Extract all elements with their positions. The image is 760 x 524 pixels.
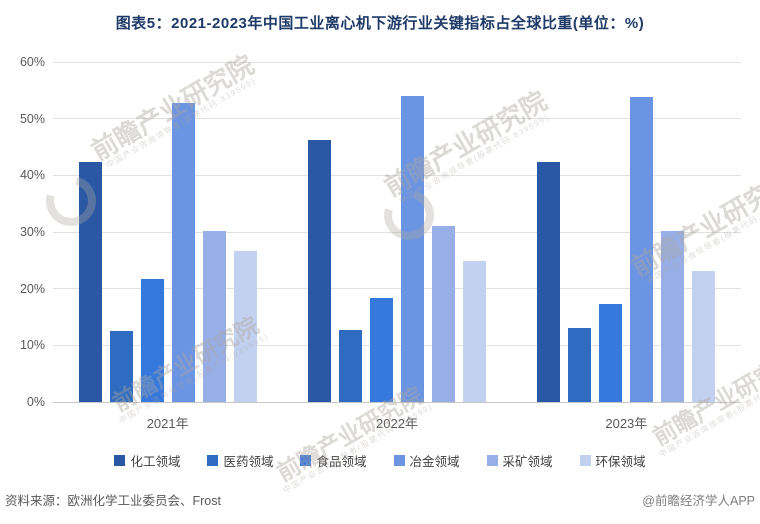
legend-label: 冶金领域 (409, 455, 460, 469)
x-axis-baseline (53, 401, 741, 403)
source-note: 资料来源：欧洲化学工业委员会、Frost (5, 494, 221, 508)
y-axis-tick-label: 40% (19, 168, 45, 183)
gridline (53, 174, 741, 176)
credit-note: @前瞻经济学人APP (642, 494, 755, 508)
legend-label: 采矿领域 (502, 455, 553, 469)
legend-label: 医药领域 (223, 455, 274, 469)
chart-title: 图表5：2021-2023年中国工业离心机下游行业关键指标占全球比重(单位：%) (115, 15, 645, 32)
bar-pharma-2021 (109, 331, 133, 402)
bar-pharma-2023 (568, 328, 592, 402)
x-axis-label: 2023年 (605, 416, 648, 431)
legend-label: 化工领域 (130, 455, 181, 469)
bar-mining-2022 (432, 226, 455, 402)
x-axis-label: 2021年 (146, 416, 189, 431)
y-axis-tick-label: 10% (19, 338, 45, 353)
bar-mining-2023 (661, 230, 685, 402)
gridline (53, 288, 741, 290)
bar-food-2023 (599, 303, 623, 402)
bar-environmental-2023 (692, 271, 716, 402)
legend-label: 环保领域 (595, 455, 646, 469)
legend-label: 食品领域 (316, 455, 367, 469)
x-axis-label: 2022年 (376, 416, 418, 431)
bar-food-2022 (370, 297, 393, 402)
gridline (53, 61, 741, 63)
legend-swatch-icon (393, 455, 405, 466)
bar-metallurgy-2023 (630, 96, 654, 402)
bar-metallurgy-2021 (171, 102, 195, 402)
y-axis-tick-label: 30% (19, 225, 45, 239)
legend-item-mining: 采矿领域 (486, 451, 553, 470)
bar-mining-2021 (202, 231, 226, 402)
y-axis-tick-label: 50% (19, 111, 45, 126)
legend-item-metallurgy: 冶金领域 (393, 451, 460, 470)
y-axis-tick-label: 0% (26, 395, 45, 409)
legend-item-chemical: 化工领域 (114, 451, 180, 470)
legend-swatch-icon (486, 455, 498, 466)
legend-swatch-icon (300, 455, 312, 466)
legend-swatch-icon (579, 455, 591, 466)
legend-item-pharma: 医药领域 (207, 451, 273, 470)
chart-legend: 化工领域 医药领域 食品领域 冶金领域 采矿领域 环保领域 (0, 451, 760, 470)
gridline (53, 344, 741, 346)
legend-item-environmental: 环保领域 (579, 451, 646, 470)
bar-chemical-2022 (308, 139, 331, 402)
legend-swatch-icon (114, 455, 126, 466)
bar-environmental-2021 (233, 251, 257, 402)
y-axis-tick-label: 20% (19, 281, 45, 296)
gridline (53, 231, 741, 233)
bar-chemical-2023 (537, 162, 561, 402)
bar-chemical-2021 (78, 162, 102, 402)
gridline (53, 118, 741, 120)
bar-pharma-2022 (339, 330, 362, 402)
legend-item-food: 食品领域 (300, 451, 367, 470)
bar-food-2021 (140, 279, 164, 402)
bar-environmental-2022 (463, 260, 486, 402)
legend-swatch-icon (207, 455, 219, 466)
y-axis-tick-label: 60% (19, 55, 45, 69)
bar-metallurgy-2022 (401, 96, 424, 402)
